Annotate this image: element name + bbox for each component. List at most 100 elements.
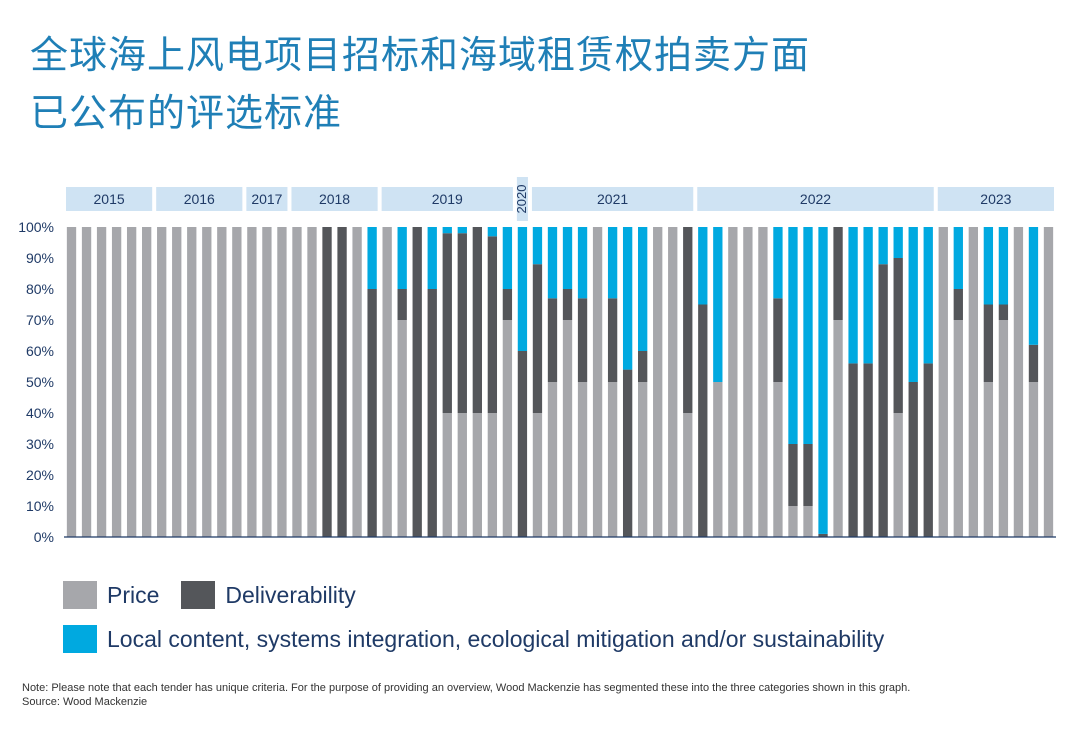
page-title: 全球海上风电项目招标和海域租赁权拍卖方面 已公布的评选标准 <box>30 26 1030 142</box>
bar-segment-deliverability <box>863 363 873 537</box>
bar-segment-local <box>457 227 467 234</box>
bar-segment-price <box>998 320 1009 537</box>
year-band: 2015 2016 2017 2018 2019 2020 2021 2022 2023 <box>66 177 1054 221</box>
bar-segment-local <box>998 227 1009 305</box>
bar-segment-deliverability <box>472 227 482 413</box>
bar-segment-deliverability <box>457 233 467 413</box>
bar-segment-deliverability <box>607 298 618 382</box>
legend-swatch-local <box>63 625 97 653</box>
bar-segment-local <box>502 227 513 289</box>
legend-swatch-price <box>63 581 97 609</box>
bar-segment-price <box>232 227 242 537</box>
bar-segment-deliverability <box>878 264 888 537</box>
bar-segment-price <box>66 227 77 537</box>
bar-segment-price <box>1043 227 1054 537</box>
bar-segment-local <box>487 227 498 237</box>
year-band-cell <box>516 177 528 221</box>
bar-segment-deliverability <box>773 298 783 382</box>
footnote-note: Note: Please note that each tender has u… <box>22 682 911 694</box>
bar-segment-price <box>157 227 167 537</box>
bar-segment-price <box>592 227 603 537</box>
bar-segment-deliverability <box>983 304 994 382</box>
y-tick-label: 10% <box>26 498 54 514</box>
legend-item-deliverability: Deliverability <box>181 581 356 609</box>
bar-segment-local <box>427 227 437 289</box>
footnote: Note: Please note that each tender has u… <box>22 681 910 709</box>
bar-segment-deliverability <box>818 533 828 537</box>
bar-segment-price <box>352 227 362 537</box>
bar-segment-local <box>983 227 994 305</box>
bar-segment-local <box>532 227 543 265</box>
bar-segment-price <box>262 227 272 537</box>
bar-segment-local <box>607 227 618 299</box>
bar-segment-deliverability <box>517 351 528 537</box>
bar-segment-price <box>743 227 753 537</box>
bars-group <box>66 227 1054 537</box>
bar-segment-deliverability <box>622 369 633 537</box>
legend-item-price: Price <box>63 581 159 609</box>
year-label: 2020 <box>514 185 529 214</box>
bar-segment-deliverability <box>1028 344 1039 382</box>
bar-segment-price <box>472 413 482 537</box>
legend-label-price: Price <box>107 581 160 608</box>
bar-segment-price <box>202 227 212 537</box>
year-band-cell <box>531 187 694 211</box>
bar-segment-price <box>292 227 302 537</box>
bar-segment-price <box>983 382 994 537</box>
bar-segment-deliverability <box>893 258 903 413</box>
bar-segment-price <box>307 227 317 537</box>
year-label: 2023 <box>980 191 1011 207</box>
year-label: 2016 <box>184 191 215 207</box>
bar-segment-price <box>457 413 467 537</box>
stacked-bar-chart: 2015 2016 2017 2018 2019 2020 2021 2022 2023 0% 1… <box>18 177 1056 545</box>
bar-segment-local <box>878 227 888 265</box>
legend-swatch-deliverability <box>181 581 216 609</box>
bar-segment-deliverability <box>908 382 918 537</box>
bar-segment-price <box>638 382 648 537</box>
bar-segment-price <box>668 227 678 537</box>
bar-segment-price <box>803 506 813 537</box>
bar-segment-price <box>502 320 513 537</box>
y-tick-label: 30% <box>26 436 54 452</box>
year-label: 2019 <box>432 191 463 207</box>
year-label: 2022 <box>800 191 831 207</box>
bar-segment-deliverability <box>577 298 588 382</box>
bar-segment-deliverability <box>397 289 407 320</box>
bar-segment-price <box>607 382 618 537</box>
bar-segment-deliverability <box>322 227 332 537</box>
bar-segment-price <box>788 506 798 537</box>
bar-segment-local <box>1028 227 1039 345</box>
bar-segment-local <box>773 227 783 299</box>
bar-segment-price <box>1013 227 1024 537</box>
bar-segment-local <box>893 227 903 258</box>
bar-segment-local <box>863 227 873 364</box>
legend-label-local: Local content, systems integration, ecol… <box>107 625 885 652</box>
bar-segment-price <box>683 413 693 537</box>
bar-segment-deliverability <box>412 227 422 537</box>
legend: Price Deliverability Local content, syst… <box>63 573 906 661</box>
bar-segment-price <box>547 382 558 537</box>
bar-segment-local <box>547 227 558 299</box>
bar-segment-price <box>577 382 588 537</box>
bar-segment-price <box>382 227 392 537</box>
legend-item-local: Local content, systems integration, ecol… <box>63 625 884 653</box>
bar-segment-local <box>577 227 588 299</box>
bar-segment-price <box>277 227 287 537</box>
y-tick-label: 50% <box>26 374 54 390</box>
bar-segment-local <box>698 227 708 305</box>
bar-segment-local <box>848 227 858 364</box>
bar-segment-deliverability <box>502 289 513 320</box>
year-band-cell <box>937 187 1054 211</box>
bar-segment-price <box>397 320 407 537</box>
y-tick-label: 40% <box>26 405 54 421</box>
bar-segment-price <box>96 227 107 537</box>
title-line-2: 已公布的评选标准 <box>30 91 343 135</box>
bar-segment-local <box>442 227 452 234</box>
year-label: 2015 <box>94 191 125 207</box>
bar-segment-local <box>397 227 407 289</box>
y-tick-label: 0% <box>34 529 54 545</box>
footnote-source: Source: Wood Mackenzie <box>22 696 148 708</box>
year-band-cell <box>246 187 288 211</box>
bar-segment-deliverability <box>698 304 708 537</box>
bar-segment-price <box>653 227 663 537</box>
